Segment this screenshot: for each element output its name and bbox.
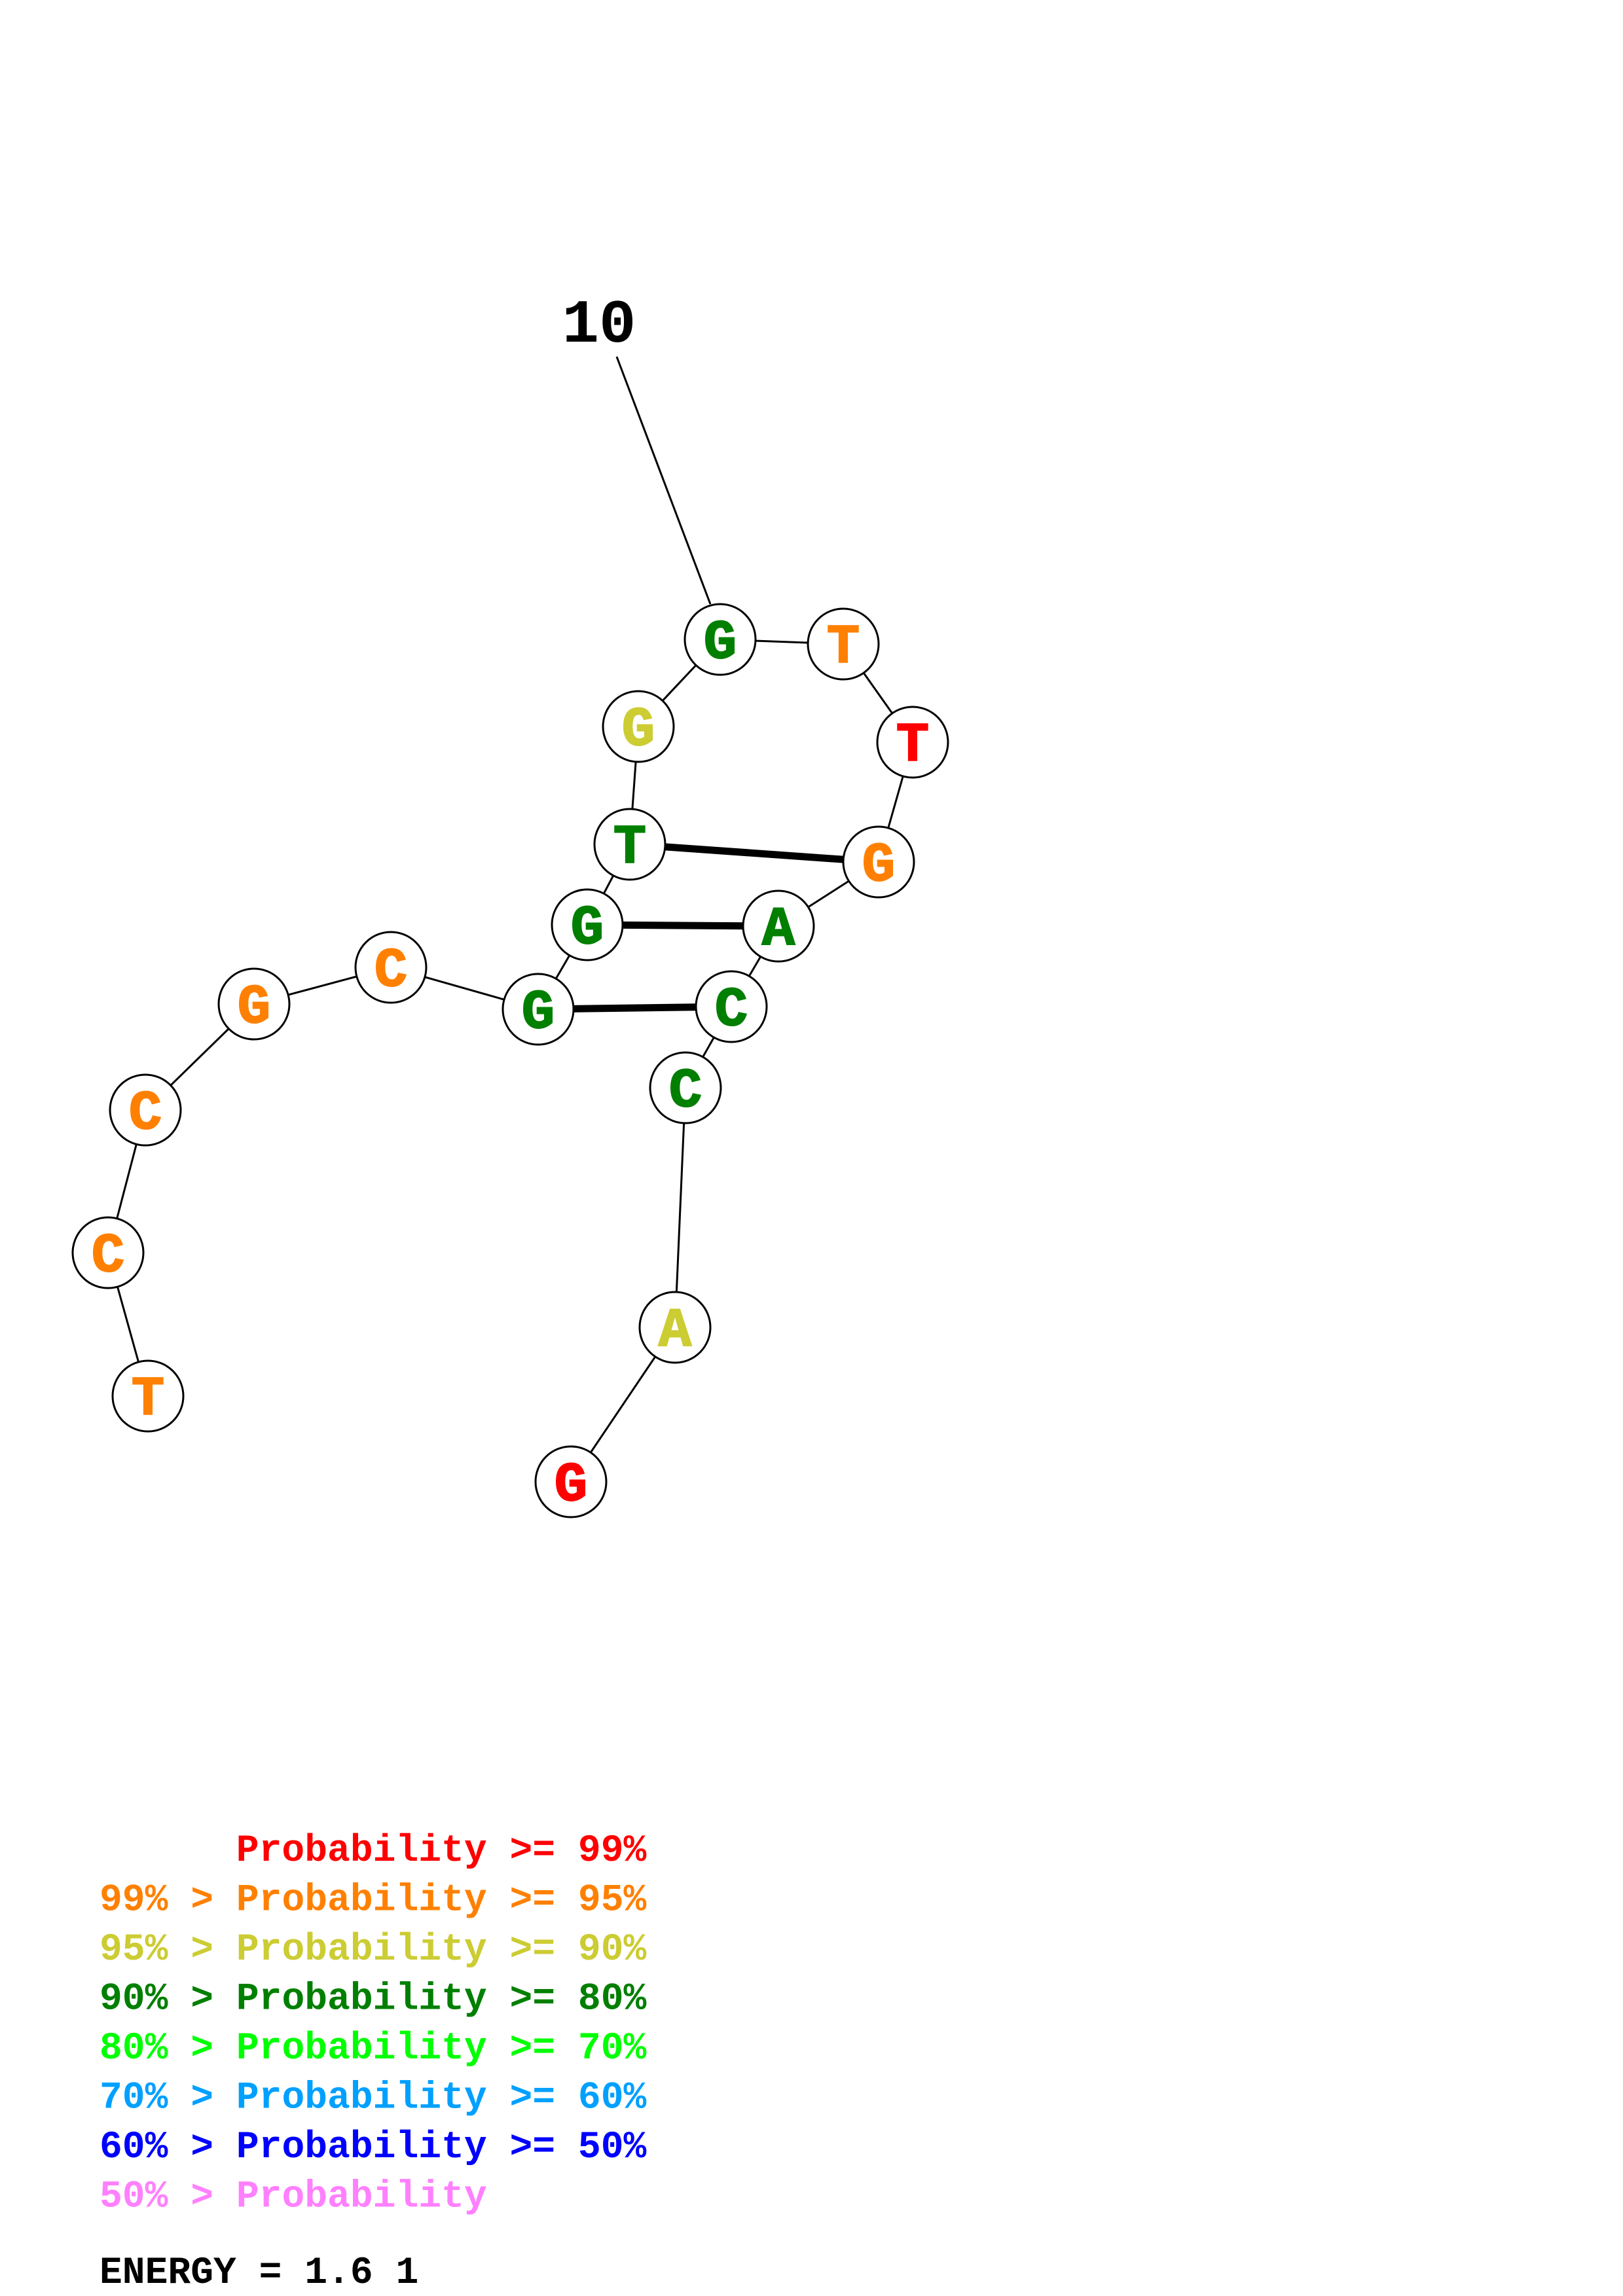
nucleotide-14: A: [742, 889, 815, 963]
nucleotide-letter: T: [613, 817, 646, 880]
nucleotide-letter: A: [762, 899, 795, 961]
nucleotide-circle: [842, 825, 915, 899]
nucleotide-13: G: [842, 825, 915, 899]
legend-row: 60% > Probability >= 50%: [100, 2126, 647, 2169]
nucleotide-circle: [354, 931, 428, 1004]
nucleotide-5: C: [354, 931, 428, 1004]
nucleotide-circle: [501, 973, 575, 1046]
nucleotide-1: T: [111, 1359, 185, 1433]
nucleotide-letter: G: [571, 898, 604, 960]
nucleotide-18: G: [534, 1445, 608, 1518]
nucleotide-circle: [534, 1445, 608, 1518]
nucleotide-11: T: [807, 607, 880, 681]
nucleotide-circle: [695, 970, 768, 1043]
legend-row: 80% > Probability >= 70%: [100, 2028, 647, 2070]
nucleotide-letter: C: [715, 980, 748, 1042]
nucleotide-letter: G: [704, 613, 737, 675]
nucleotide-circle: [602, 690, 675, 763]
probability-legend: Probability >= 99% 99% > Probability >= 9…: [100, 1830, 647, 2219]
nucleotide-letter: G: [238, 977, 270, 1039]
nucleotide-letter: G: [522, 982, 555, 1045]
backbone-link: [674, 1087, 687, 1328]
nucleotide-letter: A: [659, 1300, 692, 1363]
nucleotide-letter: C: [669, 1061, 702, 1123]
legend-row: Probability >= 99%: [236, 1830, 647, 1873]
nucleotide-circle: [684, 603, 757, 676]
nucleotide-circle: [593, 808, 666, 881]
nucleotide-circle: [876, 706, 949, 779]
nucleotide-circle: [71, 1216, 145, 1289]
nucleotide-8: T: [593, 808, 666, 881]
nucleotide-17: A: [638, 1291, 712, 1364]
nucleotide-circle: [742, 889, 815, 963]
nucleotide-circle: [551, 888, 624, 961]
nucleotide-circle: [649, 1051, 722, 1124]
nucleotide-circle: [111, 1359, 185, 1433]
nucleotide-4: G: [217, 967, 291, 1041]
legend-row: 70% > Probability >= 60%: [100, 2077, 647, 2120]
nucleotide-letter: T: [827, 617, 860, 679]
nucleotide-circle: [217, 967, 291, 1041]
nucleotide-letter: G: [862, 835, 895, 897]
base-pair-link: [629, 840, 879, 866]
nucleotide-9: G: [602, 690, 675, 763]
nucleotide-12: T: [876, 706, 949, 779]
legend-row: 90% > Probability >= 80%: [100, 1979, 647, 2021]
nucleotide-10: G: [684, 603, 757, 676]
nucleotide-letter: C: [92, 1226, 124, 1288]
nucleotide-7: G: [551, 888, 624, 961]
nucleotide-circle: [638, 1291, 712, 1364]
position-label: 10: [562, 291, 636, 361]
nucleotide-letter: T: [896, 715, 929, 778]
legend-row: 95% > Probability >= 90%: [100, 1929, 647, 1971]
nucleotide-letter: C: [129, 1083, 162, 1145]
nucleotide-6: G: [501, 973, 575, 1046]
nucleotide-15: C: [695, 970, 768, 1043]
nucleotide-3: C: [109, 1073, 182, 1147]
nucleotide-letter: G: [622, 700, 655, 762]
energy-label: ENERGY = 1.6 1: [100, 2252, 418, 2295]
nucleotide-16: C: [649, 1051, 722, 1124]
position-label-leader: [615, 356, 712, 605]
nucleotide-2: C: [71, 1216, 145, 1289]
nucleotide-letter: G: [555, 1455, 587, 1517]
legend-row: 50% > Probability: [100, 2176, 487, 2219]
nucleotide-circle: [807, 607, 880, 681]
nucleotide-letter: C: [374, 941, 407, 1003]
backbone-links: [107, 638, 914, 1482]
legend-row: 99% > Probability >= 95%: [100, 1880, 647, 1922]
nucleotide-letter: T: [132, 1369, 164, 1431]
nucleotide-circle: [109, 1073, 182, 1147]
